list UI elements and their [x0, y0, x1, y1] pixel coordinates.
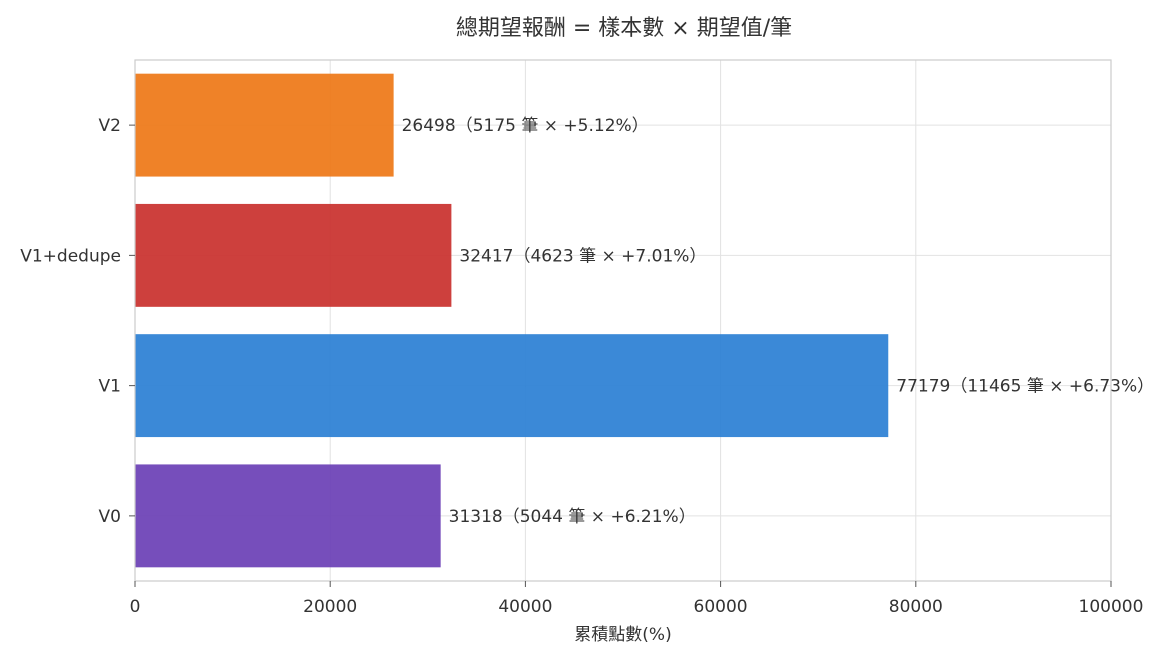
bar-value-label: 32417（4623 筆 × +7.01%）: [459, 246, 706, 266]
x-tick-label: 20000: [303, 597, 357, 617]
bar-value-label: 31318（5044 筆 × +6.21%）: [449, 507, 696, 527]
bar-value-label: 77179（11465 筆 × +6.73%）: [896, 377, 1154, 397]
bar-v2: [135, 73, 394, 177]
bar-v1: [135, 334, 889, 438]
bar-v1-dedupe: [135, 203, 452, 307]
x-tick-label: 40000: [498, 597, 552, 617]
label-layer: 31318（5044 筆 × +6.21%） 77179（11465 筆 × +6…: [402, 116, 1155, 527]
x-tick-label: 0: [130, 597, 141, 617]
x-axis-title: 累積點數(%): [574, 625, 671, 645]
x-tick-label: 80000: [889, 597, 943, 617]
x-tick-label: 60000: [694, 597, 748, 617]
plot-frame: [134, 59, 1112, 582]
y-category-label: V2: [99, 116, 121, 136]
bar-v0: [135, 464, 441, 568]
bar-value-label: 26498（5175 筆 × +5.12%）: [402, 116, 649, 136]
x-tick-label: 100000: [1079, 597, 1144, 617]
chart-title: 總期望報酬 = 樣本數 × 期望值/筆: [456, 16, 792, 41]
bar-layer: [135, 73, 889, 568]
y-category-label: V1: [99, 377, 121, 397]
axis-layer: 0 20000 40000 60000 80000 100000 V0 V1 V1+dedupe…: [20, 116, 1143, 617]
y-category-label: V1+dedupe: [20, 246, 121, 266]
y-category-label: V0: [99, 507, 121, 527]
